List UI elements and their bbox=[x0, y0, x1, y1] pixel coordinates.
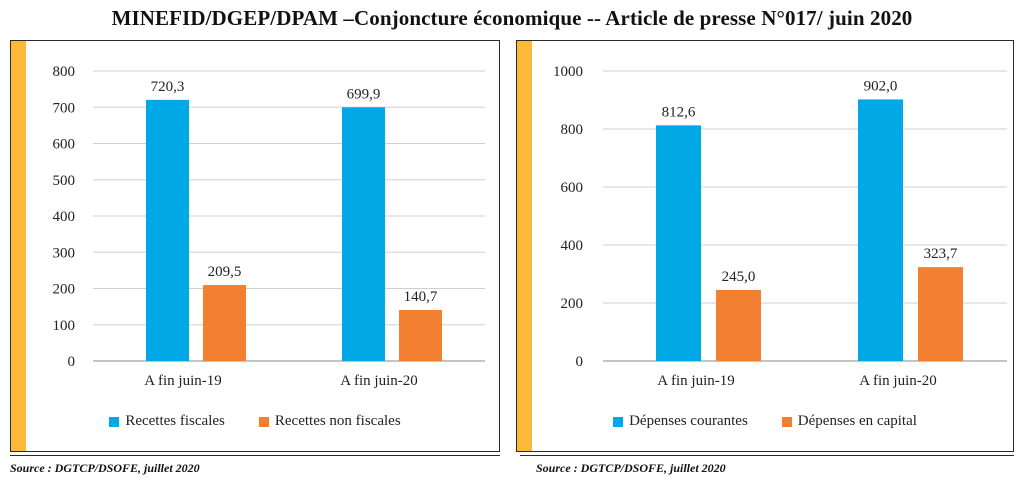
legend: Dépenses courantes Dépenses en capital bbox=[517, 413, 1013, 430]
y-tick-label: 400 bbox=[561, 238, 584, 254]
y-tick-label: 400 bbox=[53, 209, 76, 225]
legend-label: Dépenses en capital bbox=[797, 413, 917, 429]
data-label: 323,7 bbox=[924, 246, 958, 262]
legend-item: Dépenses en capital bbox=[781, 413, 917, 430]
y-tick-label: 500 bbox=[53, 173, 76, 189]
y-tick-label: 0 bbox=[68, 354, 76, 370]
y-tick-label: 800 bbox=[561, 122, 584, 138]
y-tick-label: 700 bbox=[53, 100, 76, 116]
data-label: 209,5 bbox=[208, 264, 242, 280]
y-tick-label: 300 bbox=[53, 245, 76, 261]
legend-swatch-blue bbox=[109, 416, 120, 427]
chart-recettes: 0 100 200 300 400 500 600 700 800 720,3 209,5 A fin… bbox=[53, 64, 485, 389]
source-note-left: Source : DGTCP/DSOFE, juillet 2020 bbox=[10, 461, 200, 475]
chart-panel-depenses: 0 200 400 600 800 1000 812,6 245,0 A fin juin-19… bbox=[516, 40, 1014, 452]
source-note-right: Source : DGTCP/DSOFE, juillet 2020 bbox=[536, 461, 726, 475]
y-tick-label: 0 bbox=[576, 354, 584, 370]
accent-bar bbox=[11, 41, 26, 451]
bar bbox=[918, 267, 963, 361]
bar bbox=[858, 99, 903, 362]
bar bbox=[146, 99, 189, 362]
bar bbox=[716, 289, 761, 361]
data-label: 245,0 bbox=[722, 269, 756, 285]
y-tick-label: 800 bbox=[53, 64, 76, 80]
y-tick-label: 600 bbox=[561, 180, 584, 196]
legend-label: Dépenses courantes bbox=[629, 413, 748, 429]
data-label: 140,7 bbox=[404, 289, 438, 305]
source-rule-right bbox=[520, 455, 1014, 456]
x-category-label: A fin juin-20 bbox=[340, 373, 418, 389]
legend-label: Recettes fiscales bbox=[125, 413, 225, 429]
data-label: 812,6 bbox=[662, 104, 696, 120]
y-tick-label: 1000 bbox=[553, 64, 583, 80]
legend: Recettes fiscales Recettes non fiscales bbox=[11, 413, 499, 430]
x-category-label: A fin juin-19 bbox=[657, 373, 735, 389]
bar bbox=[203, 285, 246, 361]
chart-depenses: 0 200 400 600 800 1000 812,6 245,0 A fin juin-19… bbox=[553, 64, 1007, 389]
legend-item: Dépenses courantes bbox=[613, 413, 748, 430]
data-label: 902,0 bbox=[864, 78, 898, 94]
bar bbox=[399, 309, 442, 361]
source-rule-left bbox=[10, 455, 500, 456]
legend-item: Recettes non fiscales bbox=[258, 413, 401, 430]
accent-bar bbox=[517, 41, 532, 451]
bar bbox=[656, 125, 701, 361]
y-tick-label: 600 bbox=[53, 137, 76, 153]
legend-item: Recettes fiscales bbox=[109, 413, 225, 430]
legend-swatch-orange bbox=[781, 416, 792, 427]
x-category-label: A fin juin-19 bbox=[144, 373, 222, 389]
data-label: 720,3 bbox=[151, 79, 185, 95]
x-category-label: A fin juin-20 bbox=[859, 373, 937, 389]
legend-swatch-orange bbox=[258, 416, 269, 427]
y-tick-label: 200 bbox=[561, 296, 584, 312]
legend-swatch-blue bbox=[613, 416, 624, 427]
legend-label: Recettes non fiscales bbox=[274, 413, 401, 429]
data-label: 699,9 bbox=[347, 86, 381, 102]
y-tick-label: 200 bbox=[53, 282, 76, 298]
bar bbox=[342, 107, 385, 361]
page-title: MINEFID/DGEP/DPAM –Conjoncture économiqu… bbox=[111, 6, 913, 30]
y-tick-label: 100 bbox=[53, 318, 76, 334]
chart-panel-recettes: 0 100 200 300 400 500 600 700 800 720,3 209,5 A fin… bbox=[10, 40, 500, 452]
